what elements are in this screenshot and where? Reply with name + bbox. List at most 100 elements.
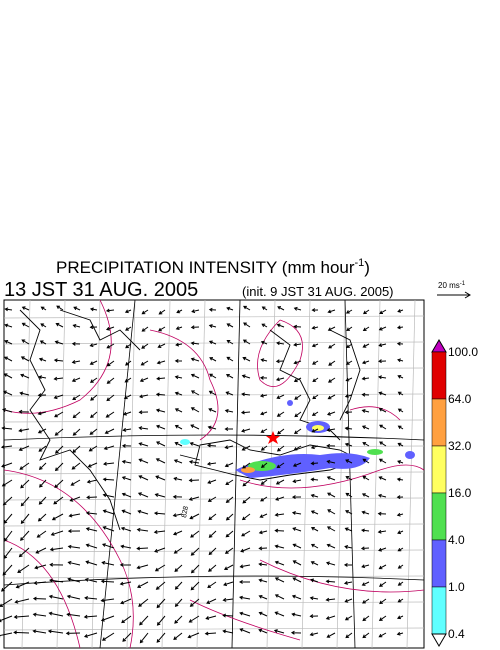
wind-vector <box>311 428 319 433</box>
wind-vector <box>101 632 115 641</box>
wind-vector <box>327 411 336 416</box>
wind-vector <box>174 408 183 413</box>
wind-vector <box>208 390 217 396</box>
wind-vector <box>343 562 353 567</box>
wind-vector <box>362 632 370 639</box>
wind-vector <box>345 510 353 515</box>
wind-vector <box>397 547 404 552</box>
wind-vector <box>328 343 336 349</box>
wind-vector <box>344 527 353 532</box>
wind-vector <box>204 631 217 636</box>
wind-vector <box>102 509 115 515</box>
wind-vector <box>311 308 319 313</box>
wind-vector <box>310 445 319 450</box>
wind-vector <box>21 322 30 328</box>
wind-vector <box>15 581 30 589</box>
wind-vector <box>50 530 64 536</box>
legend-bottom-triangle <box>431 633 447 647</box>
wind-vector <box>361 409 370 413</box>
wind-vector <box>18 428 30 433</box>
wind-vector <box>361 425 370 430</box>
wind-vector <box>258 611 268 617</box>
wind-vector <box>224 427 233 432</box>
grid-line <box>3 575 425 579</box>
wind-vector <box>325 561 336 566</box>
wind-vector <box>310 477 319 482</box>
wind-vector <box>106 343 115 349</box>
wind-vector <box>345 459 353 464</box>
wind-vector <box>103 445 115 450</box>
wind-vector <box>209 357 217 362</box>
wind-vector <box>361 360 370 365</box>
wind-vector <box>378 476 387 481</box>
legend-swatch <box>431 539 447 588</box>
wind-vector <box>345 632 353 639</box>
wind-vector <box>72 428 81 436</box>
wind-vector <box>326 543 336 549</box>
wind-vector <box>174 581 183 590</box>
wind-vector <box>53 376 64 381</box>
wind-vector <box>189 442 200 447</box>
wind-vector <box>362 442 370 447</box>
wind-vector <box>378 408 387 413</box>
wind-vector <box>39 340 47 345</box>
wind-vector <box>4 530 13 542</box>
legend-label: 0.4 <box>448 627 465 641</box>
wind-vector <box>19 391 30 396</box>
wind-vector <box>241 513 251 521</box>
wind-vector <box>67 560 81 566</box>
wind-vector <box>4 307 13 312</box>
legend-label: 64.0 <box>448 392 472 406</box>
wind-vector <box>106 394 115 402</box>
wind-vector <box>67 544 81 549</box>
wind-vector <box>397 564 404 569</box>
legend-swatch <box>431 351 447 400</box>
wind-vector <box>155 408 166 413</box>
wind-vector <box>326 459 336 464</box>
wind-vector <box>17 564 30 573</box>
wind-vector <box>73 306 81 311</box>
wind-vector <box>139 615 149 626</box>
wind-vector <box>139 394 149 399</box>
wind-vector <box>207 425 217 430</box>
wind-vector <box>188 496 200 501</box>
wind-vector <box>83 632 98 638</box>
grid-line <box>3 471 425 475</box>
wind-vector <box>294 428 302 434</box>
wind-vector <box>105 308 115 313</box>
wind-vector <box>361 493 370 498</box>
wind-vector <box>274 560 285 566</box>
grid-line <box>336 299 346 649</box>
wind-vector <box>325 597 336 602</box>
wind-vector <box>276 341 285 346</box>
wind-vector <box>156 360 166 365</box>
wind-vector <box>18 445 30 451</box>
wind-vector <box>37 411 47 416</box>
wind-vector <box>208 547 217 556</box>
wind-vector <box>20 513 30 525</box>
wind-vector <box>260 340 268 345</box>
wind-vector <box>379 581 387 587</box>
wind-vector <box>3 373 13 379</box>
wind-vector <box>155 475 166 481</box>
wind-vector <box>90 377 98 383</box>
wind-vector <box>40 306 47 311</box>
wind-vector <box>378 343 387 347</box>
grid-line <box>3 315 425 319</box>
wind-vector <box>101 560 115 566</box>
wind-vector <box>122 632 132 642</box>
wind-vector <box>35 547 47 554</box>
color-legend: 100.0 64.0 32.0 16.0 4.0 1.0 0.4 <box>431 339 478 647</box>
wind-vector <box>292 577 302 583</box>
wind-vector <box>377 529 387 534</box>
wind-vector <box>226 356 234 362</box>
wind-vector <box>69 496 81 502</box>
wind-vector <box>18 547 30 558</box>
contour-label: 828 <box>181 506 190 519</box>
wind-vector <box>239 628 251 634</box>
wind-vector <box>119 562 132 567</box>
wind-vector <box>327 492 336 498</box>
wind-vector <box>345 360 353 365</box>
wind-vector <box>396 615 404 620</box>
wind-vector <box>397 581 404 586</box>
